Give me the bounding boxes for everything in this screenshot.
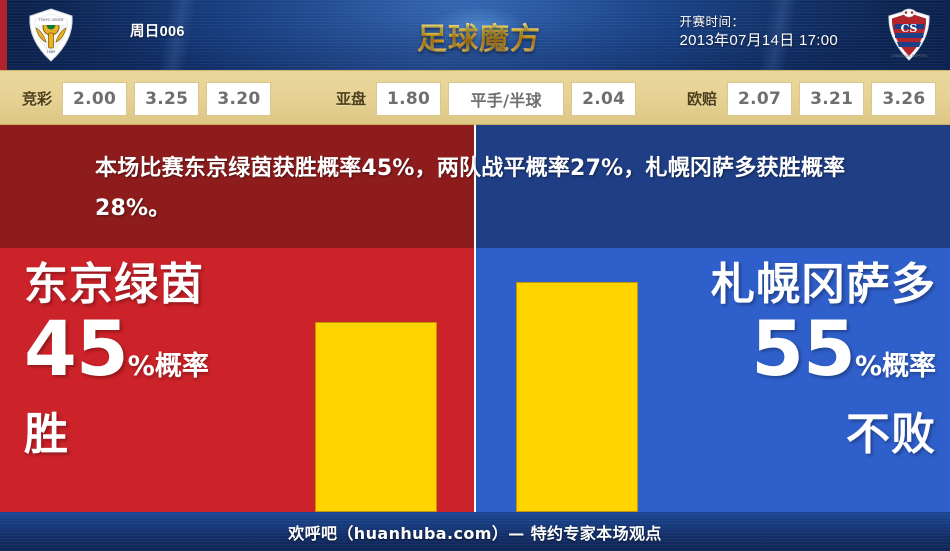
right-probability-line: 55%概率 (626, 311, 936, 407)
odds-yapan-handicap[interactable]: 平手/半球 (448, 81, 565, 116)
odds-group-jingcai: 竞彩 2.00 3.25 3.20 (22, 71, 278, 126)
odds-yapan-home[interactable]: 1.80 (376, 81, 442, 116)
summary-divider (474, 125, 476, 248)
kickoff-label: 开赛时间： (679, 15, 745, 29)
right-probability-value: 55 (751, 304, 856, 393)
bar-home-win (315, 322, 437, 512)
left-probability-value: 45 (24, 304, 129, 393)
svg-text:CS: CS (901, 22, 918, 35)
odds-label-yapan: 亚盘 (336, 90, 367, 108)
odds-label-jingcai: 竞彩 (22, 90, 53, 108)
summary-band: 本场比赛东京绿茵获胜概率45%，两队战平概率27%，札幌冈萨多获胜概率28%。 (0, 125, 950, 248)
header-right-edge (945, 0, 950, 70)
summary-left-background (0, 125, 474, 248)
probability-chart: 东京绿茵 45%概率 胜 札幌冈萨多 55%概率 不败 (0, 248, 950, 512)
odds-jingcai-away[interactable]: 3.20 (206, 81, 272, 116)
left-probability-line: 45%概率 (24, 311, 324, 407)
kickoff-time: 2013年07月14日 17:00 (679, 32, 838, 49)
away-team-crest-icon: CS CONSADOLE SAPPORO (880, 6, 938, 64)
odds-bar: 竞彩 2.00 3.25 3.20 亚盘 1.80 平手/半球 2.04 欧赔 … (0, 70, 950, 125)
odds-oupei-draw[interactable]: 3.21 (799, 81, 865, 116)
odds-group-yapan: 亚盘 1.80 平手/半球 2.04 (336, 71, 643, 126)
brand-logo: 足球魔方 (399, 0, 559, 70)
svg-text:TOKYO VERDY: TOKYO VERDY (37, 18, 64, 22)
odds-label-oupei: 欧赔 (687, 90, 718, 108)
odds-jingcai-home[interactable]: 2.00 (62, 81, 128, 116)
right-team-stats: 札幌冈萨多 55%概率 不败 (626, 258, 936, 463)
summary-text: 本场比赛东京绿茵获胜概率45%，两队战平概率27%，札幌冈萨多获胜概率28%。 (95, 156, 846, 221)
match-number: 周日006 (130, 24, 185, 40)
svg-text:1969: 1969 (47, 50, 56, 54)
left-team-stats: 东京绿茵 45%概率 胜 (24, 258, 324, 463)
match-header: TOKYO VERDY 1969 周日006 足球魔方 开赛时间： 2013年0… (0, 0, 950, 70)
odds-jingcai-draw[interactable]: 3.25 (134, 81, 200, 116)
summary-right-background (476, 125, 950, 248)
brand-logo-text: 足球魔方 (399, 14, 559, 58)
odds-group-oupei: 欧赔 2.07 3.21 3.26 (687, 71, 943, 126)
site-footer: 欢呼吧（huanhuba.com）— 特约专家本场观点 (0, 512, 950, 551)
right-probability-suffix: %概率 (854, 351, 936, 382)
bar-away-unbeaten (516, 282, 638, 512)
left-team-name: 东京绿茵 (24, 259, 204, 310)
right-team-name: 札幌冈萨多 (711, 259, 936, 310)
odds-oupei-home[interactable]: 2.07 (727, 81, 793, 116)
svg-text:CONSADOLE SAPPORO: CONSADOLE SAPPORO (891, 54, 928, 58)
left-probability-suffix: %概率 (127, 351, 209, 382)
odds-yapan-away[interactable]: 2.04 (571, 81, 637, 116)
home-team-crest-icon: TOKYO VERDY 1969 (22, 6, 80, 64)
kickoff-info: 开赛时间： 2013年07月14日 17:00 (679, 14, 838, 51)
left-outcome-label: 胜 (24, 409, 69, 460)
odds-oupei-away[interactable]: 3.26 (871, 81, 937, 116)
footer-credit-text: 欢呼吧（huanhuba.com）— 特约专家本场观点 (288, 523, 662, 543)
header-left-edge (0, 0, 7, 70)
chart-divider (474, 248, 476, 512)
right-outcome-label: 不败 (846, 409, 936, 460)
